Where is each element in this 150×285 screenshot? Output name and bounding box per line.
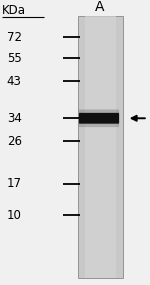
FancyBboxPatch shape (79, 109, 119, 127)
Text: 72: 72 (7, 30, 22, 44)
Text: KDa: KDa (2, 4, 26, 17)
FancyBboxPatch shape (79, 113, 119, 124)
Text: 34: 34 (7, 112, 22, 125)
Text: 43: 43 (7, 75, 22, 88)
Text: 26: 26 (7, 135, 22, 148)
Text: 55: 55 (7, 52, 21, 65)
Text: 17: 17 (7, 177, 22, 190)
Bar (78, 16, 123, 278)
Text: A: A (95, 0, 105, 14)
Text: 10: 10 (7, 209, 22, 222)
Bar (85, 16, 116, 278)
